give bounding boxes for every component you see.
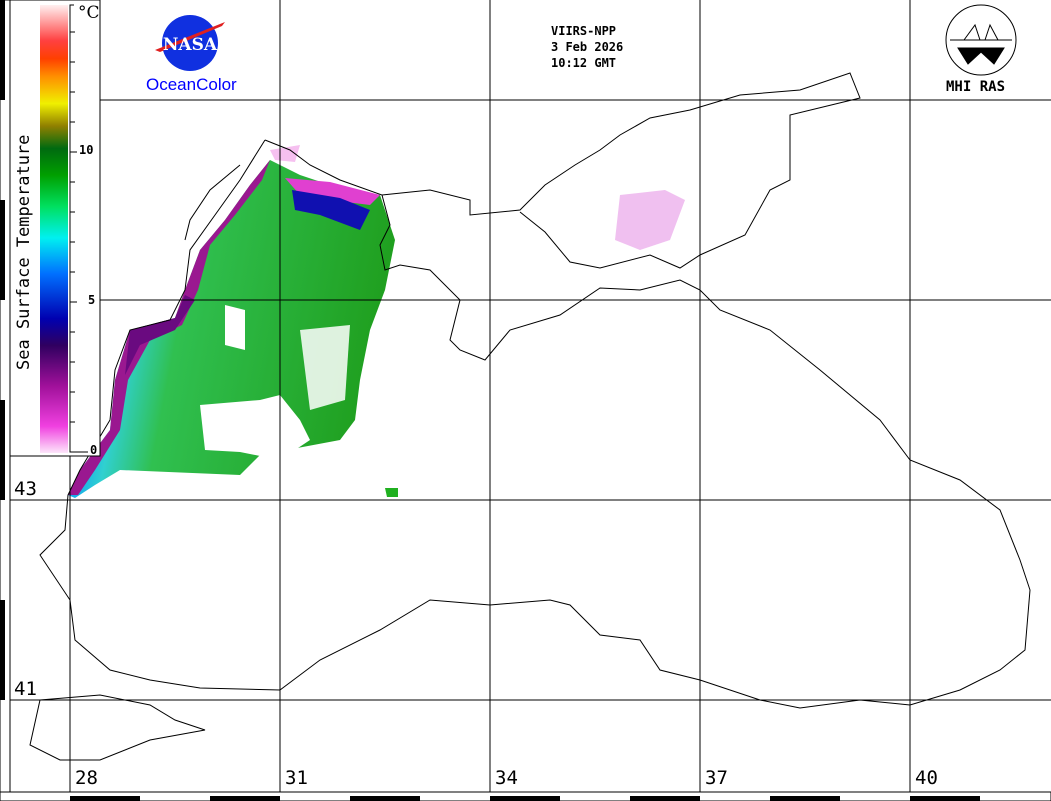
colorbar-tick-0: 0	[90, 443, 98, 457]
colorbar-tick-10: 10	[79, 143, 94, 157]
sensor-label: VIIRS-NPP	[551, 24, 617, 38]
colorbar-unit: °C	[78, 3, 100, 23]
colorbar-title: Sea Surface Temperature	[14, 134, 34, 370]
lon-label-34: 34	[495, 767, 518, 789]
lat-label-41: 41	[14, 678, 37, 700]
oceancolor-caption: OceanColor	[146, 75, 237, 94]
sst-field	[68, 145, 685, 498]
lon-label-31: 31	[285, 767, 308, 789]
date-label: 3 Feb 2026	[551, 40, 624, 54]
lat-label-43: 43	[14, 478, 37, 500]
colorbar	[9, 0, 101, 457]
svg-text:NASA: NASA	[163, 35, 218, 55]
mhi-ras-logo	[945, 4, 1017, 76]
colorbar-tick-5: 5	[88, 293, 96, 307]
lon-label-37: 37	[705, 767, 728, 789]
lon-label-40: 40	[915, 767, 938, 789]
mhi-ras-caption: MHI RAS	[946, 79, 1006, 95]
time-label: 10:12 GMT	[551, 56, 617, 70]
nasa-logo: NASA	[155, 15, 225, 71]
graticule	[10, 0, 1051, 792]
lon-label-28: 28	[75, 767, 98, 789]
